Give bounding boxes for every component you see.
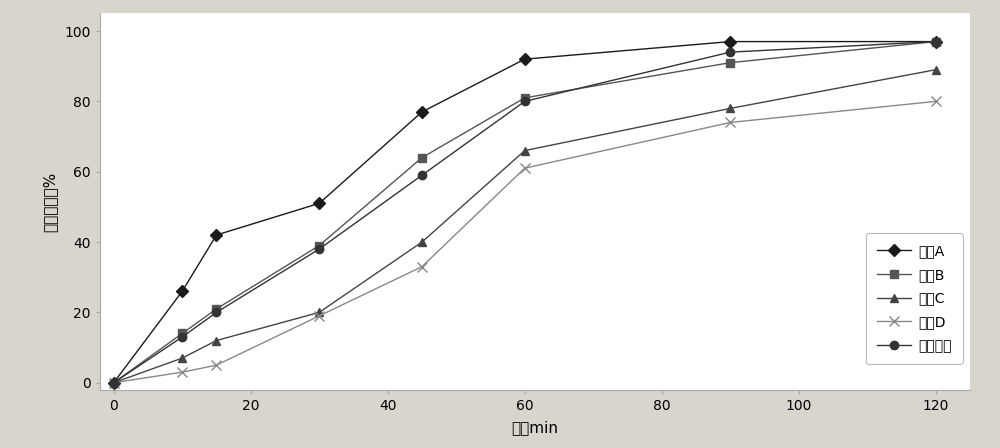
处方D bbox=[416, 264, 428, 269]
Line: 原研制剂: 原研制剂 bbox=[110, 38, 940, 387]
处方D bbox=[108, 380, 120, 385]
处方C bbox=[176, 355, 188, 361]
原研制剂 bbox=[210, 310, 222, 315]
Line: 处方D: 处方D bbox=[109, 96, 941, 388]
Legend: 处方A, 处方B, 处方C, 处方D, 原研制剂: 处方A, 处方B, 处方C, 处方D, 原研制剂 bbox=[866, 233, 963, 364]
Line: 处方B: 处方B bbox=[110, 38, 940, 387]
处方D bbox=[724, 120, 736, 125]
处方B bbox=[313, 243, 325, 248]
处方B bbox=[724, 60, 736, 65]
原研制剂 bbox=[313, 246, 325, 252]
处方D bbox=[176, 370, 188, 375]
处方C bbox=[313, 310, 325, 315]
处方A bbox=[108, 380, 120, 385]
处方A bbox=[416, 109, 428, 115]
处方D bbox=[930, 99, 942, 104]
原研制剂 bbox=[416, 172, 428, 178]
处方A bbox=[176, 289, 188, 294]
处方B bbox=[519, 95, 531, 100]
处方C bbox=[210, 338, 222, 343]
处方B bbox=[210, 306, 222, 311]
处方A bbox=[519, 56, 531, 62]
处方D bbox=[313, 313, 325, 319]
原研制剂 bbox=[108, 380, 120, 385]
X-axis label: 时间min: 时间min bbox=[512, 420, 558, 435]
处方B bbox=[930, 39, 942, 44]
处方B bbox=[108, 380, 120, 385]
处方B bbox=[176, 331, 188, 336]
处方A bbox=[210, 233, 222, 238]
原研制剂 bbox=[930, 39, 942, 44]
Line: 处方C: 处方C bbox=[110, 65, 940, 387]
原研制剂 bbox=[519, 99, 531, 104]
Y-axis label: 累积溶出度%: 累积溶出度% bbox=[43, 172, 58, 232]
处方C bbox=[930, 67, 942, 73]
处方C bbox=[724, 106, 736, 111]
处方A bbox=[313, 201, 325, 206]
原研制剂 bbox=[176, 334, 188, 340]
处方C bbox=[416, 239, 428, 245]
处方C bbox=[108, 380, 120, 385]
Line: 处方A: 处方A bbox=[110, 38, 940, 387]
处方C bbox=[519, 148, 531, 153]
处方D bbox=[210, 362, 222, 368]
处方B bbox=[416, 155, 428, 160]
处方D bbox=[519, 165, 531, 171]
原研制剂 bbox=[724, 49, 736, 55]
处方A bbox=[724, 39, 736, 44]
处方A bbox=[930, 39, 942, 44]
